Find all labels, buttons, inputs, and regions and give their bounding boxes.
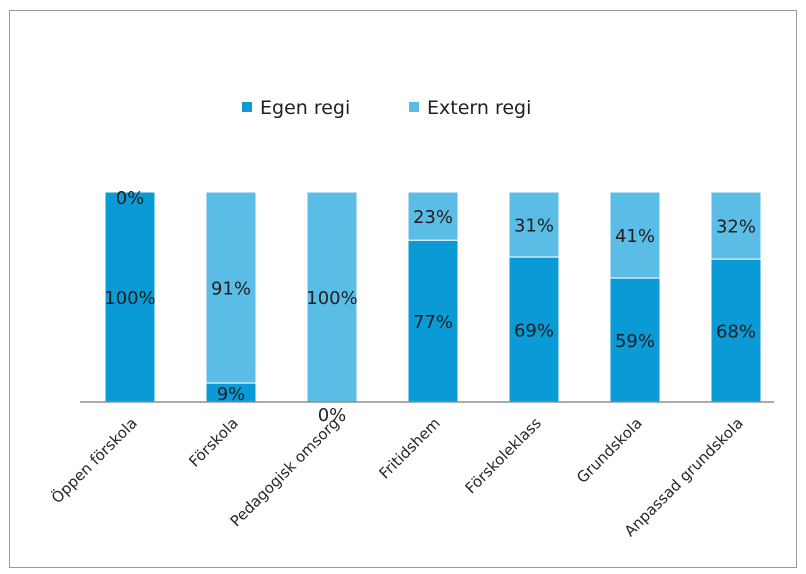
data-label-egen-regi-cat-7: 68% — [716, 322, 756, 343]
x-tick-label-cat-7: Anpassad grundskola — [621, 414, 747, 540]
data-label-extern-regi-cat-4: 23% — [413, 207, 453, 228]
data-label-extern-regi-cat-6: 41% — [615, 226, 655, 247]
data-label-egen-regi-cat-5: 69% — [514, 321, 554, 342]
x-tick-label-cat-1: Öppen förskola — [47, 413, 141, 507]
x-tick-label-cat-2: Förskola — [185, 414, 242, 471]
data-label-extern-regi-cat-3: 100% — [306, 288, 357, 309]
data-label-egen-regi-cat-2: 9% — [217, 384, 246, 405]
legend-label-egen-regi: Egen regi — [260, 97, 350, 119]
data-label-extern-regi-cat-5: 31% — [514, 216, 554, 237]
data-label-egen-regi-cat-6: 59% — [615, 331, 655, 352]
legend-swatch-egen-regi — [242, 102, 252, 112]
bars: 100% 0% 9% 91% 0% 100% 77% 23% 69% 31% 59% 41% 68% 32… — [104, 188, 762, 426]
x-tick-label-cat-4: Fritidshem — [376, 414, 444, 482]
x-tick-label-cat-6: Grundskola — [573, 414, 646, 487]
data-label-extern-regi-cat-1: 0% — [116, 188, 145, 209]
data-label-egen-regi-cat-3: 0% — [318, 405, 347, 426]
bar-extern-regi-cat-7 — [710, 191, 762, 260]
bar-extern-regi-cat-2 — [205, 191, 257, 384]
data-label-extern-regi-cat-7: 32% — [716, 217, 756, 238]
data-label-extern-regi-cat-2: 91% — [211, 279, 251, 300]
bar-egen-regi-cat-4 — [407, 239, 459, 403]
bar-egen-regi-cat-7 — [710, 258, 762, 403]
x-tick-label-cat-3: Pedagogisk omsorg — [227, 414, 343, 530]
bar-extern-regi-cat-4 — [407, 191, 459, 241]
stacked-bar-chart: Egen regi Extern regi 100% 0% 9% 91% 0% 100% 7… — [47, 97, 774, 540]
data-label-egen-regi-cat-1: 100% — [104, 288, 155, 309]
bar-extern-regi-cat-5 — [508, 191, 560, 258]
data-label-egen-regi-cat-4: 77% — [413, 312, 453, 333]
bar-egen-regi-cat-1 — [104, 191, 156, 403]
bar-egen-regi-cat-6 — [609, 277, 661, 403]
legend-swatch-extern-regi — [409, 102, 419, 112]
x-tick-label-cat-5: Förskoleklass — [462, 414, 545, 497]
chart-frame: Egen regi Extern regi 100% 0% 9% 91% 0% 100% 7… — [9, 10, 797, 568]
legend: Egen regi Extern regi — [242, 97, 531, 119]
legend-label-extern-regi: Extern regi — [427, 97, 531, 119]
